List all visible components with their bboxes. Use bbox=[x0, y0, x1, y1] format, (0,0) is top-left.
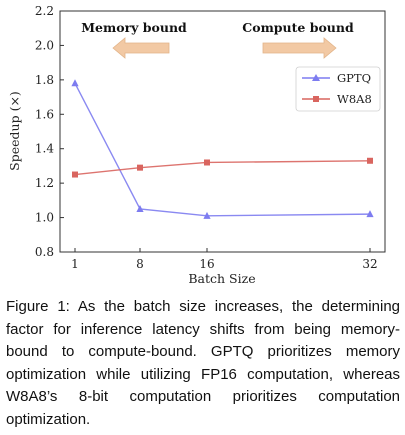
legend-gptq-label: GPTQ bbox=[337, 71, 371, 85]
x-axis-title: Batch Size bbox=[188, 271, 255, 286]
y-tick-label: 2.0 bbox=[35, 38, 54, 52]
compute-bound-label: Compute bound bbox=[242, 20, 354, 35]
axes: 0.8 1.0 1.2 1.4 1.6 1.8 2.0 2.2 1 8 16 32 bbox=[35, 4, 378, 271]
x-tick-label: 32 bbox=[362, 257, 377, 271]
legend-w8a8-marker bbox=[313, 96, 319, 102]
x-tick-label: 16 bbox=[199, 257, 214, 271]
speedup-figure: Memory bound Compute bound 0.8 1.0 1.2 1.4 1… bbox=[7, 4, 386, 286]
memory-bound-label: Memory bound bbox=[81, 20, 187, 35]
series-layer bbox=[71, 79, 374, 219]
compute-bound-arrow bbox=[262, 37, 337, 59]
memory-bound-arrow bbox=[112, 37, 170, 59]
w8a8-data-point bbox=[137, 164, 143, 171]
x-tick-label: 1 bbox=[71, 257, 79, 271]
y-tick-label: 0.8 bbox=[35, 245, 54, 259]
gptq-data-point bbox=[71, 79, 79, 87]
w8a8-series-line bbox=[74, 160, 371, 176]
speedup-chart: Memory bound Compute bound 0.8 1.0 1.2 1.4 1… bbox=[7, 4, 386, 286]
w8a8-data-point bbox=[72, 171, 78, 178]
plot-frame bbox=[59, 10, 386, 253]
y-tick-label: 1.2 bbox=[35, 176, 54, 190]
y-tick-label: 1.6 bbox=[35, 107, 54, 121]
gptq-series-line bbox=[74, 82, 371, 217]
y-tick-label: 2.2 bbox=[35, 4, 54, 18]
x-tick-label: 8 bbox=[136, 257, 144, 271]
gptq-data-point bbox=[366, 210, 374, 218]
figure-caption: Figure 1: As the batch size increases, t… bbox=[6, 298, 400, 428]
y-tick-label: 1.0 bbox=[35, 211, 54, 225]
gptq-data-point bbox=[136, 204, 144, 212]
w8a8-data-point bbox=[204, 159, 210, 166]
gptq-data-point bbox=[203, 211, 211, 219]
y-tick-label: 1.4 bbox=[35, 142, 54, 156]
legend: GPTQ W8A8 bbox=[295, 66, 381, 112]
w8a8-data-point bbox=[367, 157, 373, 164]
region-annotations: Memory bound Compute bound bbox=[81, 20, 354, 59]
legend-w8a8-label: W8A8 bbox=[337, 92, 372, 106]
y-axis-title: Speedup (×) bbox=[7, 91, 22, 171]
legend-gptq-marker bbox=[312, 74, 320, 81]
y-tick-label: 1.8 bbox=[35, 73, 54, 87]
